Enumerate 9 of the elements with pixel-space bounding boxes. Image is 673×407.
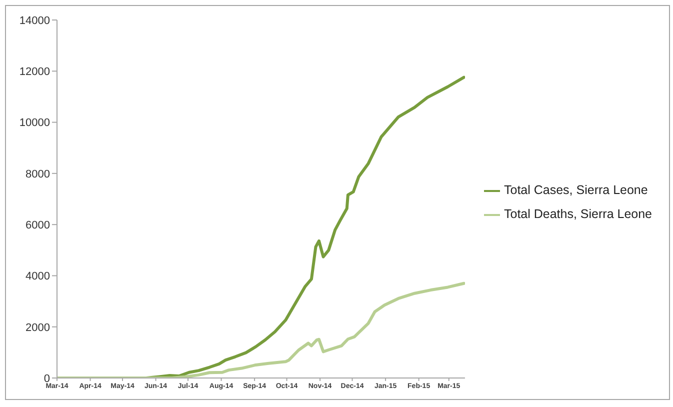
y-tick-label: 8000 (26, 168, 50, 180)
y-tick-label: 10000 (19, 117, 50, 130)
y-tick-label: 4000 (26, 270, 50, 283)
legend-label: Total Deaths, Sierra Leone (504, 207, 652, 221)
legend-label: Total Cases, Sierra Leone (504, 183, 648, 197)
y-tick-label: 12000 (19, 66, 50, 78)
y-tick-label: 2000 (26, 322, 50, 334)
y-tick-label: 6000 (26, 219, 50, 232)
y-tick-label: 14000 (19, 14, 50, 27)
